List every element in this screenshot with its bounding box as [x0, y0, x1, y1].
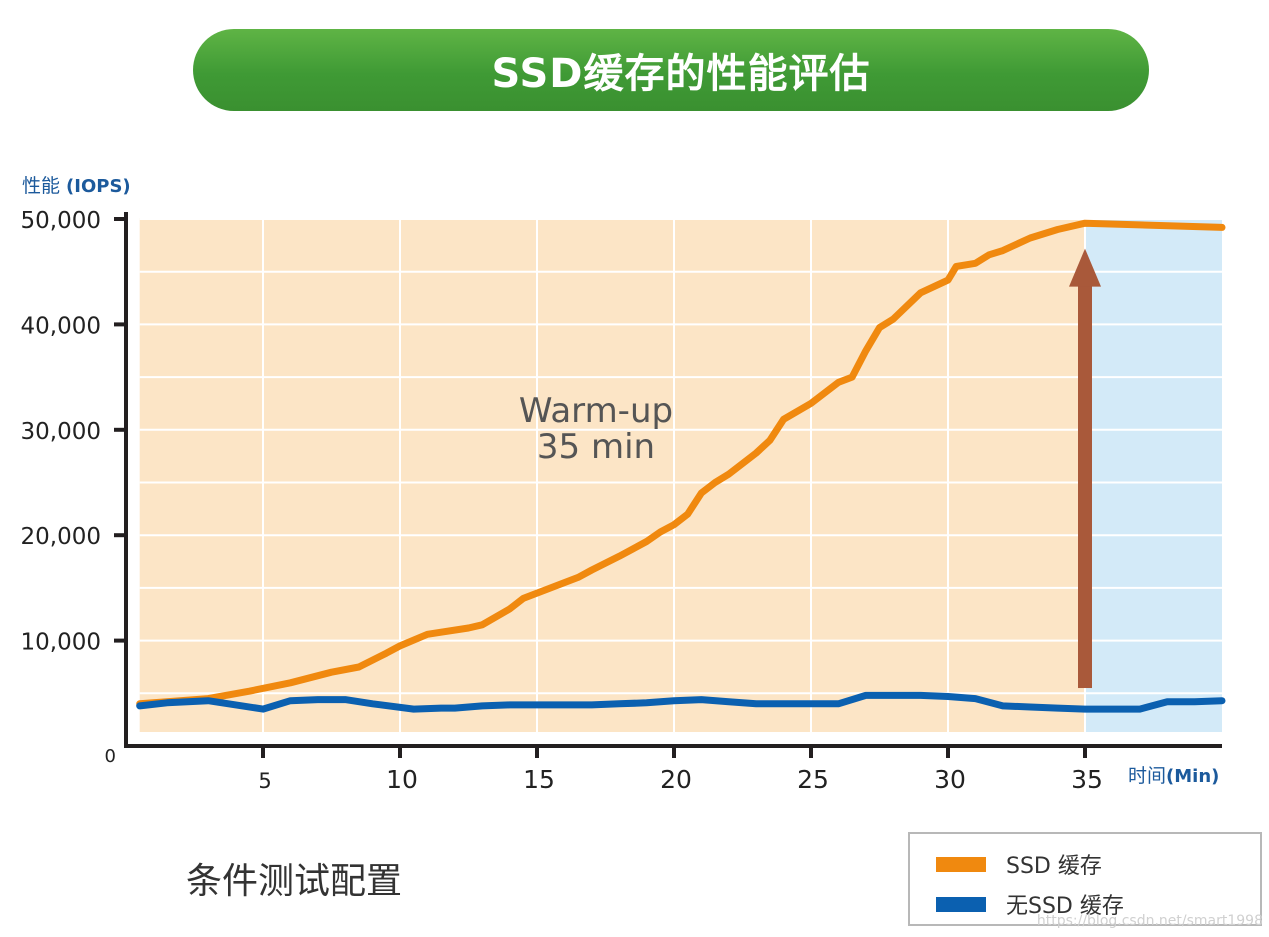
- title-banner: SSD缓存的性能评估: [193, 29, 1149, 111]
- x-tick-label: 15: [523, 765, 555, 794]
- annotation-warmup: Warm-up: [519, 391, 673, 431]
- arrow-shaft: [1078, 284, 1092, 689]
- warmup-region: [139, 218, 1085, 732]
- y-axis-label: 性能 (IOPS): [22, 175, 131, 197]
- x-axis-label: 时间(Min): [1128, 765, 1219, 787]
- series-line-no-ssd: [136, 691, 1226, 713]
- legend-swatch-ssd: [936, 856, 986, 872]
- legend-item-ssd: SSD 缓存: [936, 848, 1102, 880]
- x-tick-label: 20: [660, 765, 692, 794]
- x-tick-label: 35: [1071, 765, 1103, 794]
- arrow-head: [1069, 248, 1101, 287]
- legend-label-no-ssd: 无SSD 缓存: [1006, 894, 1124, 919]
- y-tick-label: 20,000: [21, 524, 101, 550]
- annotation-duration: 35 min: [537, 427, 655, 467]
- y-tick-label: 50,000: [21, 208, 101, 234]
- condition-label: 条件测试配置: [186, 861, 403, 902]
- chart-title: SSD缓存的性能评估: [491, 51, 871, 97]
- legend-label-ssd: SSD 缓存: [1006, 854, 1102, 879]
- watermark: https://blog.csdn.net/smart1998: [1036, 913, 1263, 929]
- y-tick-label: 40,000: [21, 313, 101, 339]
- legend: SSD 缓存 无SSD 缓存: [908, 832, 1262, 926]
- steady-region: [1085, 218, 1222, 732]
- series-line-ssd: [136, 219, 1226, 708]
- y-tick-label: 10,000: [21, 630, 101, 656]
- x-tick-label: 5: [258, 769, 271, 793]
- legend-swatch-no-ssd: [936, 896, 986, 912]
- y-tick-label: 0: [105, 746, 116, 767]
- y-tick-label: 30,000: [21, 419, 101, 445]
- x-tick-label: 30: [934, 765, 966, 794]
- legend-item-no-ssd: 无SSD 缓存: [936, 888, 1124, 920]
- x-tick-label: 25: [797, 765, 829, 794]
- x-tick-label: 10: [386, 765, 418, 794]
